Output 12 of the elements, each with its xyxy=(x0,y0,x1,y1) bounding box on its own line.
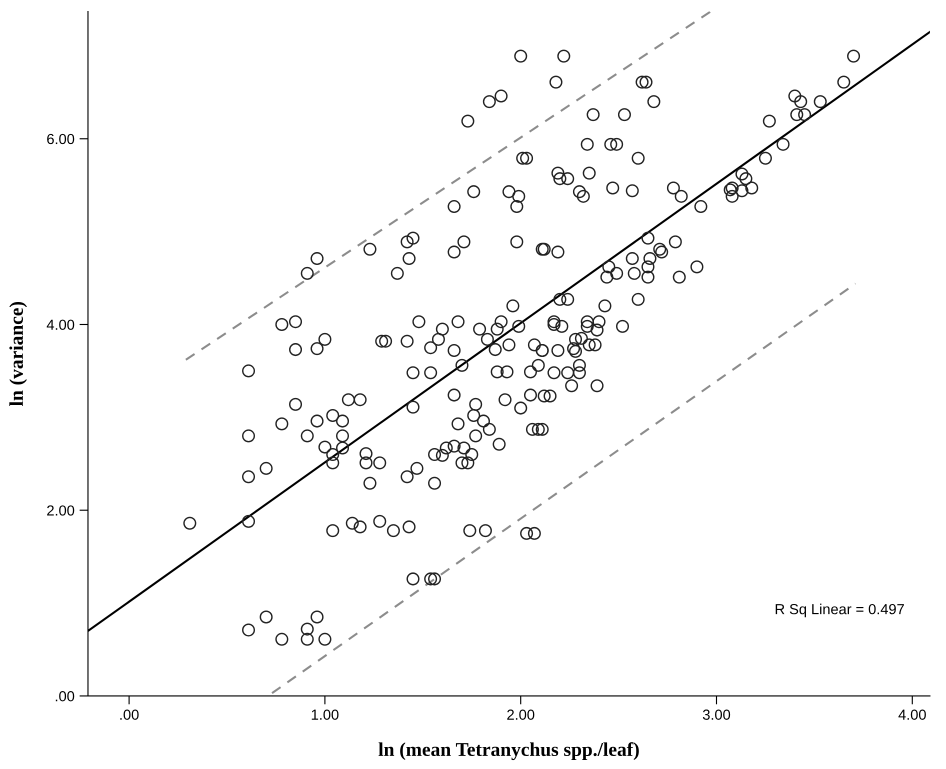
x-tick-label: 1.00 xyxy=(312,710,339,720)
x-tick-label: 4.00 xyxy=(898,710,926,720)
y-tick-label: 4.00 xyxy=(46,320,74,330)
annotation: R Sq Linear = 0.497 xyxy=(776,604,904,618)
x-tick-label: 3.00 xyxy=(702,710,730,720)
y-tick-label: 2.00 xyxy=(47,505,74,516)
x-tick-label: 2.00 xyxy=(507,710,534,720)
y-axis-title: ln (variance) xyxy=(9,302,27,406)
y-tick-label: .00 xyxy=(56,691,74,702)
x-axis-title: ln (mean Tetranychus spp./leaf) xyxy=(378,742,639,760)
y-tick-label: 6.00 xyxy=(47,134,74,144)
x-tick-label: .00 xyxy=(120,710,139,720)
